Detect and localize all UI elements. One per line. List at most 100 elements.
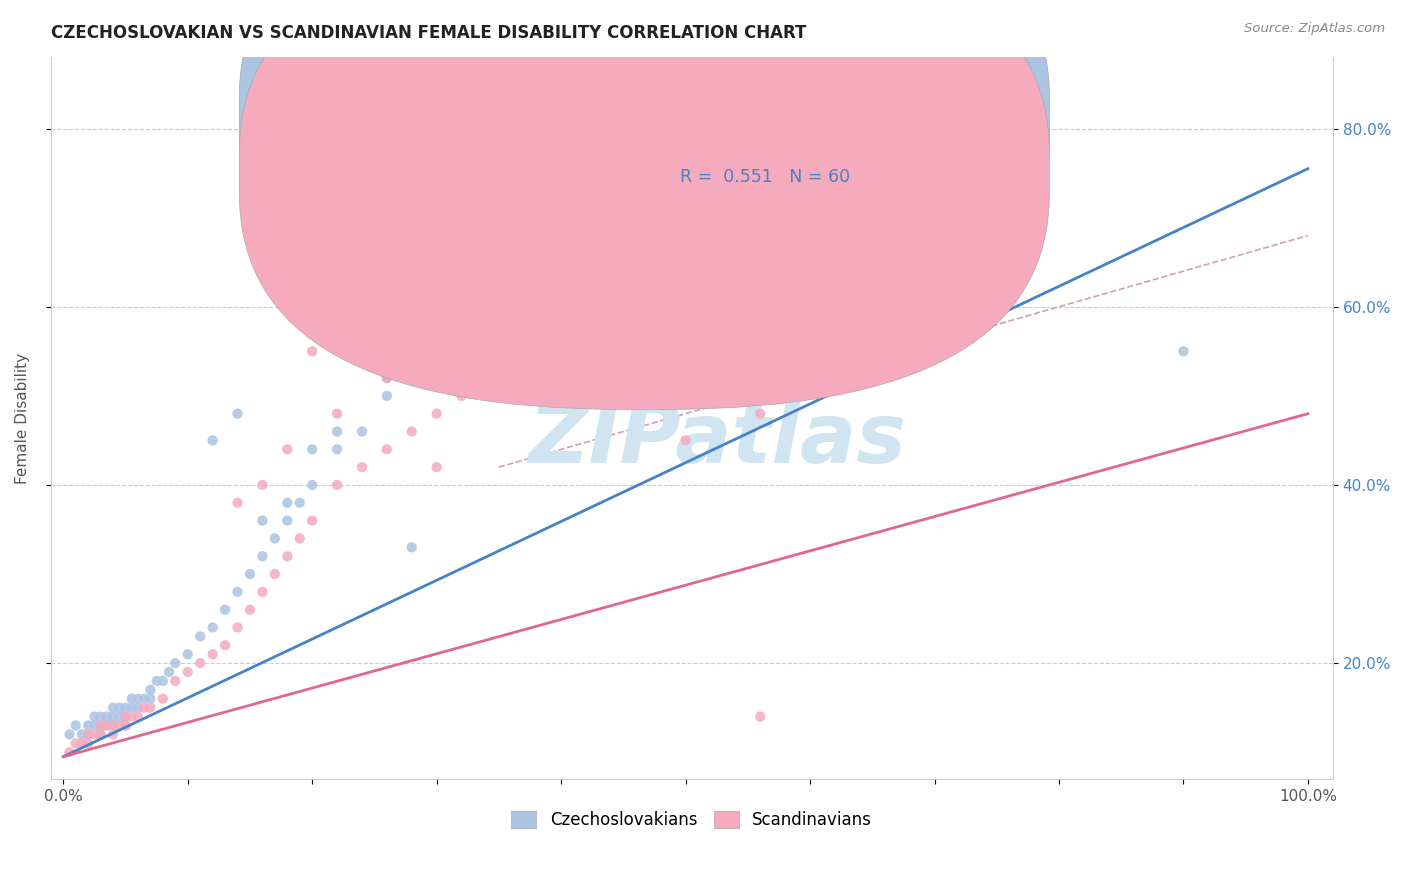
Point	[252, 549, 274, 564]
Point	[276, 549, 298, 564]
Point	[101, 718, 124, 732]
Point	[77, 727, 100, 741]
FancyBboxPatch shape	[239, 0, 1049, 353]
Point	[77, 727, 100, 741]
Point	[83, 718, 105, 732]
Point	[114, 718, 136, 732]
Text: R = 0.550   N = 62: R = 0.550 N = 62	[681, 112, 845, 130]
Point	[108, 700, 131, 714]
Point	[201, 620, 224, 634]
Point	[177, 665, 200, 679]
Point	[301, 344, 323, 359]
Point	[83, 727, 105, 741]
Point	[252, 478, 274, 492]
Point	[550, 255, 572, 269]
Point	[127, 700, 149, 714]
Point	[501, 353, 523, 368]
Point	[101, 709, 124, 723]
Point	[152, 691, 174, 706]
Point	[157, 665, 180, 679]
Point	[58, 727, 80, 741]
Point	[401, 541, 423, 555]
Point	[121, 700, 143, 714]
Point	[301, 478, 323, 492]
Point	[799, 371, 821, 385]
Point	[90, 709, 112, 723]
Point	[114, 709, 136, 723]
Point	[326, 318, 349, 332]
Point	[114, 718, 136, 732]
Point	[326, 407, 349, 421]
Point	[375, 371, 398, 385]
Point	[127, 709, 149, 723]
Point	[226, 620, 249, 634]
Point	[90, 718, 112, 732]
Point	[375, 371, 398, 385]
Text: ZIPatlas: ZIPatlas	[529, 400, 907, 480]
Point	[127, 691, 149, 706]
Point	[152, 673, 174, 688]
Point	[263, 532, 285, 546]
Point	[139, 700, 162, 714]
Point	[263, 567, 285, 582]
Point	[426, 460, 449, 475]
Point	[426, 353, 449, 368]
Point	[214, 638, 236, 652]
Text: CZECHOSLOVAKIAN VS SCANDINAVIAN FEMALE DISABILITY CORRELATION CHART: CZECHOSLOVAKIAN VS SCANDINAVIAN FEMALE D…	[51, 24, 806, 42]
FancyBboxPatch shape	[239, 0, 1049, 409]
Point	[165, 656, 187, 670]
Point	[239, 602, 262, 616]
Point	[401, 425, 423, 439]
Point	[550, 318, 572, 332]
Point	[301, 442, 323, 457]
Point	[276, 514, 298, 528]
Point	[214, 602, 236, 616]
Point	[475, 371, 498, 385]
Point	[326, 478, 349, 492]
Point	[101, 718, 124, 732]
Point	[737, 121, 759, 136]
Point	[65, 718, 87, 732]
Point	[201, 647, 224, 661]
Point	[139, 682, 162, 697]
Point	[90, 718, 112, 732]
Point	[575, 228, 598, 243]
Point	[90, 727, 112, 741]
Point	[101, 700, 124, 714]
Point	[749, 407, 772, 421]
Point	[145, 673, 167, 688]
Legend: Czechoslovakians, Scandinavians: Czechoslovakians, Scandinavians	[505, 804, 879, 836]
Point	[624, 193, 647, 207]
Point	[90, 727, 112, 741]
Point	[114, 709, 136, 723]
Point	[450, 335, 472, 350]
Point	[375, 282, 398, 296]
Point	[675, 434, 697, 448]
Point	[77, 718, 100, 732]
Point	[108, 709, 131, 723]
Point	[101, 727, 124, 741]
Point	[96, 718, 118, 732]
Point	[350, 425, 373, 439]
Point	[450, 389, 472, 403]
Point	[226, 496, 249, 510]
Point	[177, 647, 200, 661]
Point	[301, 514, 323, 528]
Point	[276, 442, 298, 457]
Point	[121, 709, 143, 723]
Point	[350, 460, 373, 475]
Point	[575, 300, 598, 314]
FancyBboxPatch shape	[596, 83, 955, 209]
Point	[77, 736, 100, 750]
Point	[134, 700, 156, 714]
Point	[401, 264, 423, 278]
Point	[83, 709, 105, 723]
Point	[188, 656, 211, 670]
Point	[70, 727, 93, 741]
Point	[501, 282, 523, 296]
Point	[65, 736, 87, 750]
Point	[139, 691, 162, 706]
Point	[226, 585, 249, 599]
Point	[350, 300, 373, 314]
Point	[375, 389, 398, 403]
